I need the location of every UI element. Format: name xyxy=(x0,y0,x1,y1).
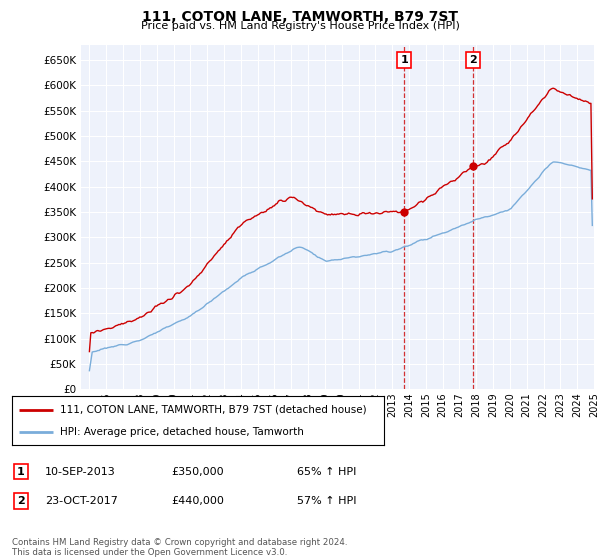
Text: 10-SEP-2013: 10-SEP-2013 xyxy=(45,466,116,477)
Text: 23-OCT-2017: 23-OCT-2017 xyxy=(45,496,118,506)
Text: 65% ↑ HPI: 65% ↑ HPI xyxy=(297,466,356,477)
Text: £350,000: £350,000 xyxy=(171,466,224,477)
Text: 2: 2 xyxy=(469,55,477,66)
Text: 111, COTON LANE, TAMWORTH, B79 7ST: 111, COTON LANE, TAMWORTH, B79 7ST xyxy=(142,10,458,24)
Text: 57% ↑ HPI: 57% ↑ HPI xyxy=(297,496,356,506)
Text: 111, COTON LANE, TAMWORTH, B79 7ST (detached house): 111, COTON LANE, TAMWORTH, B79 7ST (deta… xyxy=(61,405,367,415)
Text: 1: 1 xyxy=(17,466,25,477)
Text: 1: 1 xyxy=(400,55,408,66)
Text: HPI: Average price, detached house, Tamworth: HPI: Average price, detached house, Tamw… xyxy=(61,427,304,437)
Text: £440,000: £440,000 xyxy=(171,496,224,506)
Text: Price paid vs. HM Land Registry's House Price Index (HPI): Price paid vs. HM Land Registry's House … xyxy=(140,21,460,31)
Text: Contains HM Land Registry data © Crown copyright and database right 2024.
This d: Contains HM Land Registry data © Crown c… xyxy=(12,538,347,557)
Text: 2: 2 xyxy=(17,496,25,506)
